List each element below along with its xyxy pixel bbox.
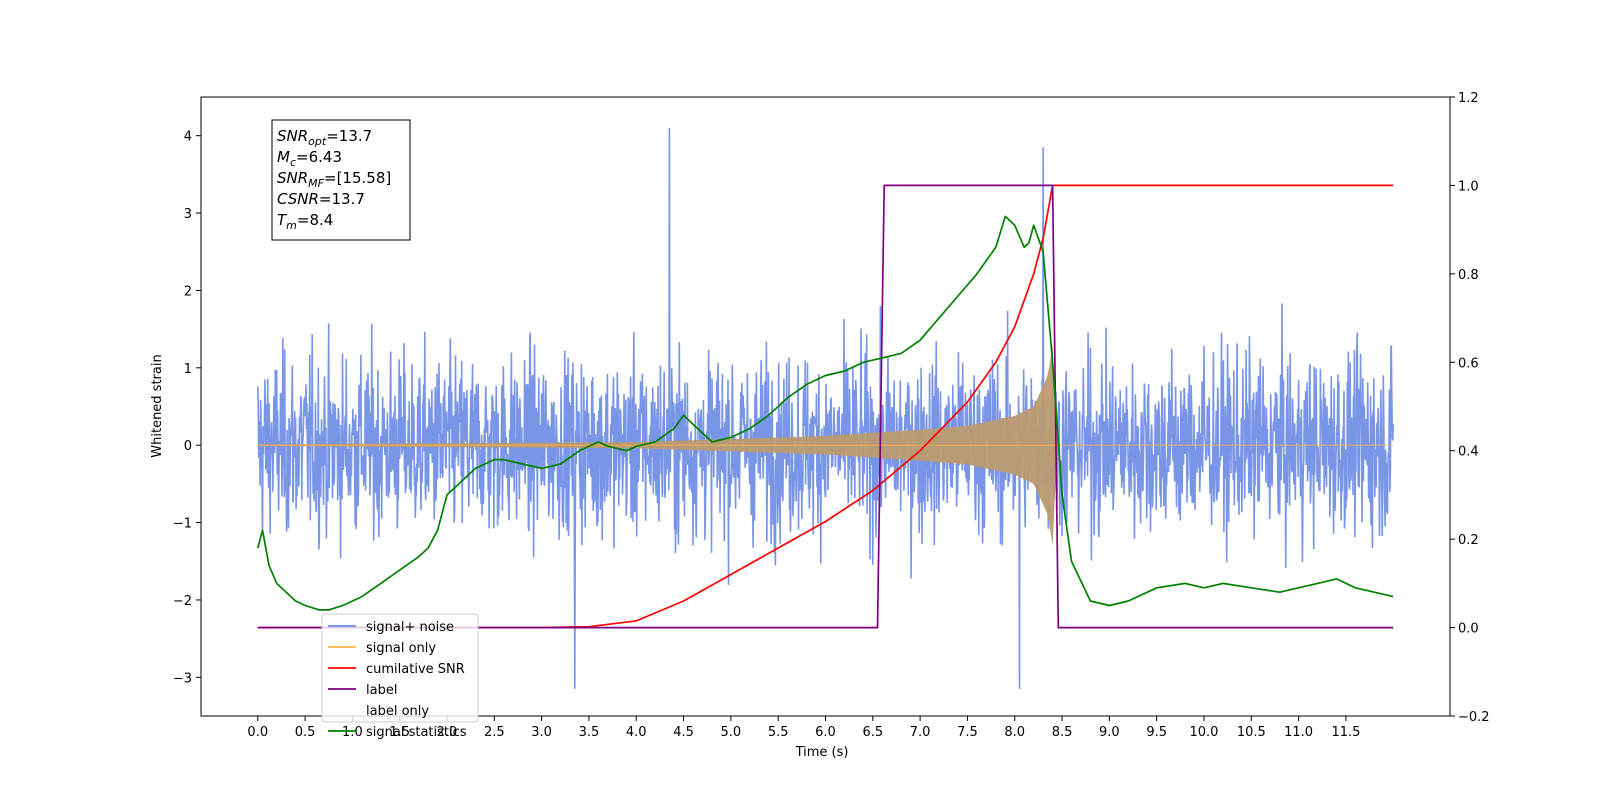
x-tick-label: 7.0 xyxy=(910,725,931,740)
x-axis: 0.0 0.5 1.0 1.5 2.0 2.5 3.0 3.5 4.0 4.5 5.0 5.5 6.0 6… xyxy=(247,716,1360,740)
series-label-line xyxy=(257,184,1394,629)
x-tick-label: 6.0 xyxy=(815,725,836,740)
x-tick-label: 4.5 xyxy=(673,725,694,740)
y-axis-title: Whitened strain xyxy=(150,354,165,457)
x-tick-label: 0.0 xyxy=(247,725,268,740)
y-left-tick-label: 3 xyxy=(184,207,192,222)
x-tick-label: 2.5 xyxy=(484,725,505,740)
series-signal-noise-line xyxy=(257,127,1394,689)
x-tick-label: 3.5 xyxy=(579,725,600,740)
annotation-line: CSNR=13.7 xyxy=(277,190,365,208)
annotation-box: SNRopt=13.7Mc=6.43SNRMF=[15.58]CSNR=13.7… xyxy=(271,119,411,241)
y-left-tick-label: −2 xyxy=(173,594,192,609)
y-left-tick-label: 0 xyxy=(184,439,192,454)
y-right-tick-label: −0.2 xyxy=(1458,710,1490,725)
y-right-tick-label: 1.2 xyxy=(1458,91,1479,106)
y-left-tick-label: 1 xyxy=(184,362,192,377)
legend-label: signal statistics xyxy=(366,725,467,740)
x-tick-label: 4.0 xyxy=(626,725,647,740)
x-tick-label: 9.0 xyxy=(1099,725,1120,740)
x-tick-label: 8.5 xyxy=(1052,725,1073,740)
y-left-tick-label: 4 xyxy=(184,130,192,145)
annotation-line: Mc=6.43 xyxy=(277,148,342,169)
legend-label: signal+ noise xyxy=(366,620,454,635)
x-tick-label: 10.0 xyxy=(1190,725,1219,740)
x-tick-label: 11.0 xyxy=(1284,725,1313,740)
legend-label: label only xyxy=(366,704,429,719)
y-right-tick-label: 0.2 xyxy=(1458,533,1479,548)
plot-content xyxy=(256,127,1394,689)
x-tick-label: 7.5 xyxy=(957,725,978,740)
legend-label: cumilative SNR xyxy=(366,662,465,677)
y-right-tick-label: 0.6 xyxy=(1458,356,1479,371)
x-tick-label: 3.0 xyxy=(531,725,552,740)
x-tick-label: 5.0 xyxy=(721,725,742,740)
annotation-line: Tm=8.4 xyxy=(277,211,333,232)
x-tick-label: 2.0 xyxy=(437,725,458,740)
y-left-tick-label: 2 xyxy=(184,284,192,299)
legend: signal+ noise signal only cumilative SNR la… xyxy=(321,613,479,740)
series-signal-statistics-line xyxy=(256,215,1394,611)
y-left-tick-label: −1 xyxy=(173,517,192,532)
x-tick-label: 9.5 xyxy=(1146,725,1167,740)
y-left-tick-label: −3 xyxy=(173,671,192,686)
annotation-line: SNRMF=[15.58] xyxy=(277,169,391,190)
legend-label: label xyxy=(366,683,397,698)
x-tick-label: 11.5 xyxy=(1331,725,1360,740)
legend-frame xyxy=(321,613,479,723)
x-axis-title: Time (s) xyxy=(795,745,849,760)
x-tick-label: 1.5 xyxy=(389,725,410,740)
y-right-tick-label: 0.8 xyxy=(1458,268,1479,283)
x-tick-label: 10.5 xyxy=(1237,725,1266,740)
x-tick-label: 8.0 xyxy=(1004,725,1025,740)
annotation-frame xyxy=(271,119,411,241)
series-cumilative-snr-line xyxy=(257,184,1394,629)
x-tick-label: 5.5 xyxy=(768,725,789,740)
y-right-tick-label: 0.4 xyxy=(1458,445,1479,460)
y-right-tick-label: 0.0 xyxy=(1458,622,1479,637)
annotation-line: SNRopt=13.7 xyxy=(277,127,372,148)
y-right-tick-label: 1.0 xyxy=(1458,179,1479,194)
y-axis-left: −3 −2 −1 0 1 2 3 4 xyxy=(173,130,201,686)
x-tick-label: 6.5 xyxy=(862,725,883,740)
y-axis-right: −0.2 0.0 0.2 0.4 0.6 0.8 1.0 1.2 xyxy=(1450,91,1490,725)
x-tick-label: 0.5 xyxy=(295,725,316,740)
legend-label: signal only xyxy=(366,641,436,656)
x-tick-label: 1.0 xyxy=(342,725,363,740)
